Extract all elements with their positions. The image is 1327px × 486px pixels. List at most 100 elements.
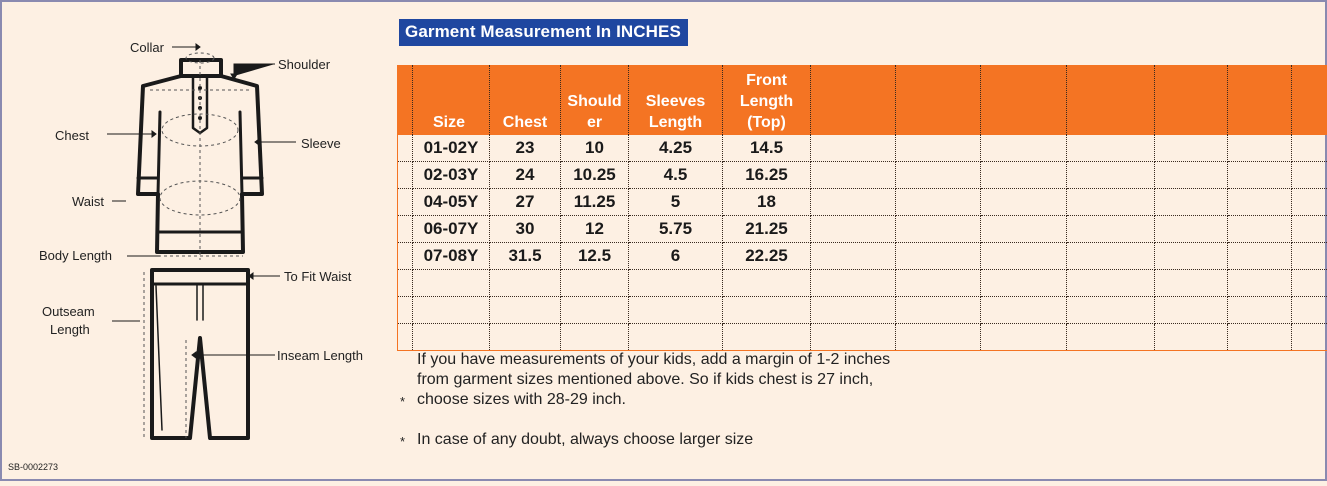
row-spacer-cell	[398, 324, 413, 351]
cell-empty	[1292, 135, 1327, 162]
header-empty	[1067, 65, 1155, 135]
cell-chest: 23	[490, 135, 561, 162]
chart-title: Garment Measurement In INCHES	[399, 19, 688, 46]
cell-shoulder	[561, 297, 629, 324]
cell-empty	[1067, 216, 1155, 243]
cell-chest	[490, 324, 561, 351]
cell-empty	[1228, 216, 1292, 243]
header-spacer	[398, 65, 413, 135]
cell-front-length	[723, 324, 811, 351]
cell-empty	[811, 216, 896, 243]
header-empty	[811, 65, 896, 135]
cell-sleeves-length: 4.25	[629, 135, 723, 162]
cell-empty	[1292, 270, 1327, 297]
cell-empty	[1228, 243, 1292, 270]
cell-size	[413, 270, 490, 297]
sleeve-label: Sleeve	[301, 136, 341, 151]
cell-empty	[811, 135, 896, 162]
cell-front-length: 22.25	[723, 243, 811, 270]
cell-front-length: 18	[723, 189, 811, 216]
bullet-star: *	[400, 432, 405, 452]
cell-empty	[1155, 297, 1228, 324]
shoulder-label: Shoulder	[278, 57, 330, 72]
cell-size	[413, 297, 490, 324]
row-spacer-cell	[398, 189, 413, 216]
cell-shoulder	[561, 324, 629, 351]
cell-empty	[811, 297, 896, 324]
cell-empty	[981, 270, 1067, 297]
inseam-label: Inseam Length	[277, 348, 363, 363]
cell-empty	[1292, 243, 1327, 270]
header-empty	[1228, 65, 1292, 135]
cell-empty	[1155, 189, 1228, 216]
cell-empty	[1067, 189, 1155, 216]
cell-empty	[1067, 243, 1155, 270]
cell-shoulder: 12	[561, 216, 629, 243]
cell-size: 06-07Y	[413, 216, 490, 243]
cell-empty	[1228, 324, 1292, 351]
cell-empty	[1067, 162, 1155, 189]
cell-empty	[1228, 270, 1292, 297]
cell-chest: 27	[490, 189, 561, 216]
cell-empty	[896, 189, 981, 216]
cell-empty	[811, 243, 896, 270]
cell-sleeves-length	[629, 270, 723, 297]
cell-empty	[1155, 135, 1228, 162]
note-margin: * If you have measurements of your kids,…	[400, 350, 920, 410]
cell-empty	[811, 189, 896, 216]
cell-empty	[1228, 135, 1292, 162]
row-spacer-cell	[398, 297, 413, 324]
cell-empty	[1067, 324, 1155, 351]
outseam-label-line2: Length	[50, 322, 90, 337]
bullet-star: *	[400, 392, 405, 412]
waist-label: Waist	[72, 194, 104, 209]
cell-shoulder: 11.25	[561, 189, 629, 216]
cell-empty	[1228, 162, 1292, 189]
cell-sleeves-length: 6	[629, 243, 723, 270]
note-margin-text: If you have measurements of your kids, a…	[417, 351, 890, 408]
collar-label: Collar	[130, 40, 164, 55]
table-row	[398, 297, 1327, 324]
cell-shoulder: 10	[561, 135, 629, 162]
cell-empty	[981, 135, 1067, 162]
header-empty	[981, 65, 1067, 135]
cell-empty	[1155, 243, 1228, 270]
cell-front-length: 21.25	[723, 216, 811, 243]
cell-chest: 30	[490, 216, 561, 243]
cell-shoulder: 10.25	[561, 162, 629, 189]
cell-sleeves-length: 5.75	[629, 216, 723, 243]
header-empty	[896, 65, 981, 135]
cell-size	[413, 324, 490, 351]
cell-size: 02-03Y	[413, 162, 490, 189]
header-chest: Chest	[490, 65, 561, 135]
cell-empty	[896, 324, 981, 351]
note-larger-size-text: In case of any doubt, always choose larg…	[417, 431, 753, 448]
cell-size: 04-05Y	[413, 189, 490, 216]
cell-sleeves-length	[629, 297, 723, 324]
cell-empty	[1228, 297, 1292, 324]
cell-front-length	[723, 270, 811, 297]
row-spacer-cell	[398, 216, 413, 243]
outseam-label-line1: Outseam	[42, 304, 95, 319]
cell-empty	[896, 135, 981, 162]
cell-empty	[981, 243, 1067, 270]
cell-front-length	[723, 297, 811, 324]
cell-chest	[490, 297, 561, 324]
cell-front-length: 14.5	[723, 135, 811, 162]
note-larger-size: * In case of any doubt, always choose la…	[400, 430, 920, 450]
cell-chest	[490, 270, 561, 297]
cell-empty	[1155, 270, 1228, 297]
cell-empty	[896, 243, 981, 270]
product-code: SB-0002273	[8, 462, 58, 472]
cell-empty	[1292, 297, 1327, 324]
cell-empty	[981, 189, 1067, 216]
cell-empty	[1292, 189, 1327, 216]
